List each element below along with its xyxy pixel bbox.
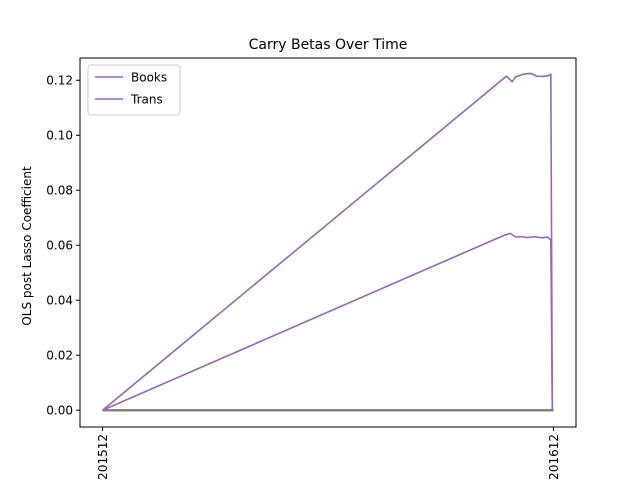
x-axis: 201512 201612 — [96, 427, 561, 480]
x-tick-label: 201512 — [96, 434, 110, 480]
chart-title: Carry Betas Over Time — [249, 37, 408, 53]
legend-label: Books — [131, 71, 167, 85]
y-tick-label: 0.10 — [46, 129, 73, 143]
x-tick-label: 201612 — [547, 434, 561, 480]
y-tick-label: 0.00 — [46, 404, 73, 418]
series-line-trans — [102, 72, 554, 412]
legend-label: Trans — [130, 93, 163, 107]
plot-lines — [102, 72, 554, 412]
y-tick-label: 0.06 — [46, 239, 73, 253]
y-tick-label: 0.12 — [46, 74, 73, 88]
plot-frame — [79, 57, 577, 428]
y-tick-label: 0.04 — [46, 294, 73, 308]
y-tick-label: 0.08 — [46, 184, 73, 198]
legend: Books Trans — [87, 64, 181, 116]
y-axis-label: OLS post Lasso Coefficient — [20, 166, 34, 326]
y-tick-label: 0.02 — [46, 349, 73, 363]
y-axis: 0.00 0.02 0.04 0.06 0.08 0.10 0.12 — [46, 74, 80, 418]
